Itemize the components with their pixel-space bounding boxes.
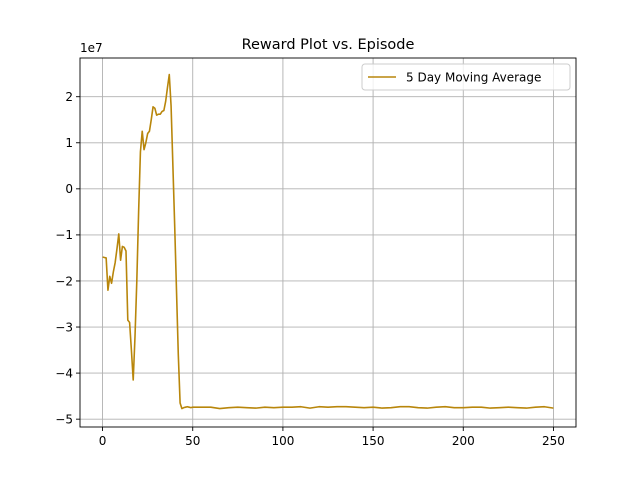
tick-layer: 0 50 100 150 200 250 2 1 0 −1 −2 −3 −4 −5	[55, 90, 565, 448]
series-layer	[102, 73, 554, 410]
chart-title: Reward Plot vs. Episode	[242, 37, 415, 53]
legend-box	[361, 63, 571, 91]
grid-lines	[80, 58, 576, 427]
y-tick-label: −5	[55, 412, 73, 426]
y-tick-label: 0	[65, 182, 73, 196]
x-tick-label: 150	[362, 434, 385, 448]
x-tick-label: 100	[271, 434, 294, 448]
series-line	[102, 73, 554, 410]
x-tick-label: 50	[185, 434, 200, 448]
y-tick-label: −2	[55, 274, 73, 288]
y-tick-label: 2	[65, 90, 73, 104]
x-tick-label: 250	[542, 434, 565, 448]
y-tick-label: −3	[55, 320, 73, 334]
legend-label: 5 Day Moving Average	[406, 70, 541, 84]
y-tick-label: 1	[65, 136, 73, 150]
axes-frame	[79, 57, 577, 428]
y-tick-label: −1	[55, 228, 73, 242]
x-tick-label: 200	[452, 434, 475, 448]
y-tick-label: −4	[55, 366, 73, 380]
x-tick-label: 0	[99, 434, 107, 448]
legend: 5 Day Moving Average	[361, 63, 571, 91]
y-offset-label: 1e7	[80, 41, 103, 55]
